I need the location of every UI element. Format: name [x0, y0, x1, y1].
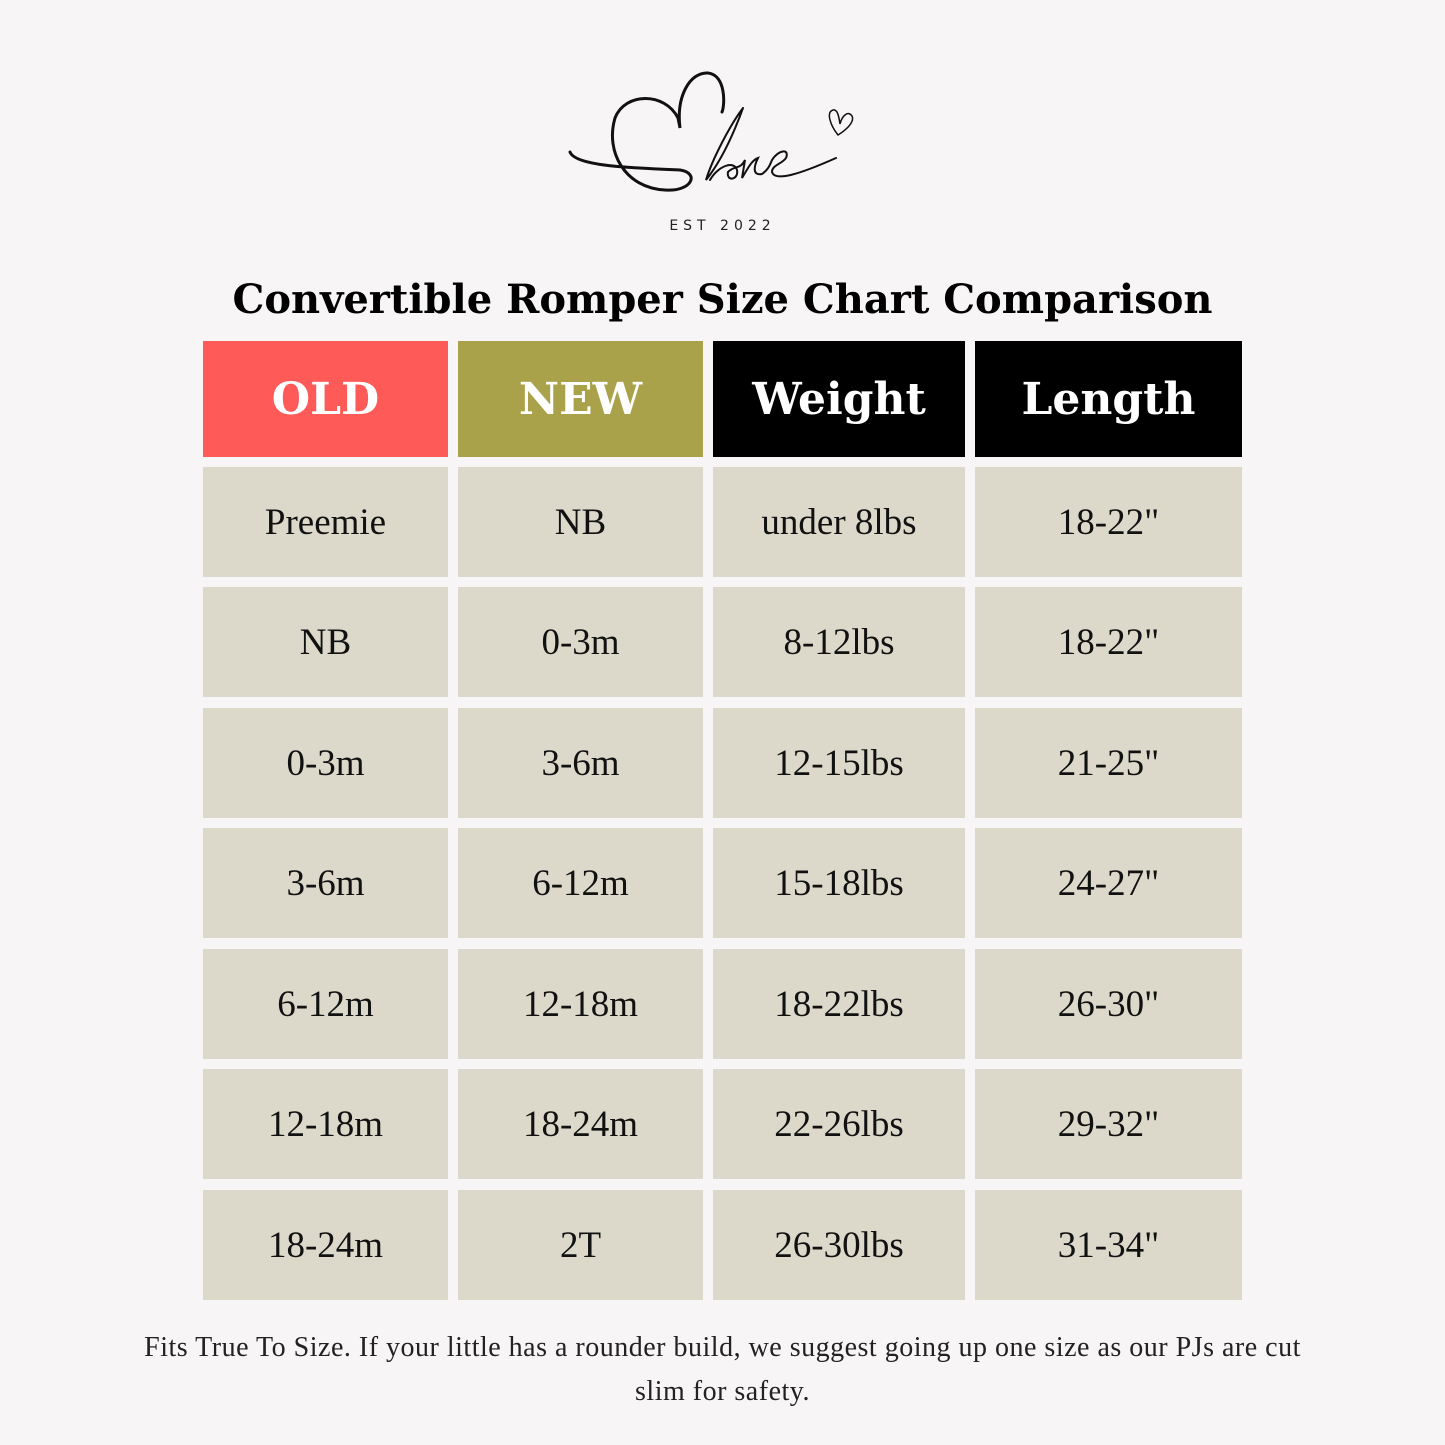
- old-size-cell: 12-18m: [203, 1069, 448, 1179]
- length-cell: 18-22": [975, 587, 1242, 697]
- new-size-cell: 18-24m: [458, 1069, 703, 1179]
- header-old: OLD: [203, 341, 448, 457]
- length-cell: 31-34": [975, 1190, 1242, 1300]
- new-size-cell: 2T: [458, 1190, 703, 1300]
- length-cell: 26-30": [975, 949, 1242, 1059]
- header-new: NEW: [458, 341, 703, 457]
- header-length: Length: [975, 341, 1242, 457]
- footnote: Fits True To Size. If your little has a …: [144, 1332, 1301, 1407]
- page-title: Convertible Romper Size Chart Comparison: [232, 276, 1213, 323]
- weight-cell: 18-22lbs: [713, 949, 965, 1059]
- new-size-cell: 12-18m: [458, 949, 703, 1059]
- eloise-logo: [568, 71, 854, 192]
- old-size-cell: 0-3m: [203, 708, 448, 818]
- old-size-cell: 3-6m: [203, 828, 448, 938]
- weight-cell: under 8lbs: [713, 467, 965, 577]
- weight-cell: 22-26lbs: [713, 1069, 965, 1179]
- old-size-cell: NB: [203, 587, 448, 697]
- established-text: EST 2022: [669, 218, 776, 234]
- old-size-cell: Preemie: [203, 467, 448, 577]
- length-cell: 21-25": [975, 708, 1242, 818]
- weight-cell: 12-15lbs: [713, 708, 965, 818]
- length-cell: 29-32": [975, 1069, 1242, 1179]
- length-cell: 18-22": [975, 467, 1242, 577]
- new-size-cell: 3-6m: [458, 708, 703, 818]
- header-weight: Weight: [713, 341, 965, 457]
- old-size-cell: 18-24m: [203, 1190, 448, 1300]
- new-size-cell: 6-12m: [458, 828, 703, 938]
- weight-cell: 8-12lbs: [713, 587, 965, 697]
- weight-cell: 15-18lbs: [713, 828, 965, 938]
- old-size-cell: 6-12m: [203, 949, 448, 1059]
- weight-cell: 26-30lbs: [713, 1190, 965, 1300]
- new-size-cell: NB: [458, 467, 703, 577]
- new-size-cell: 0-3m: [458, 587, 703, 697]
- length-cell: 24-27": [975, 828, 1242, 938]
